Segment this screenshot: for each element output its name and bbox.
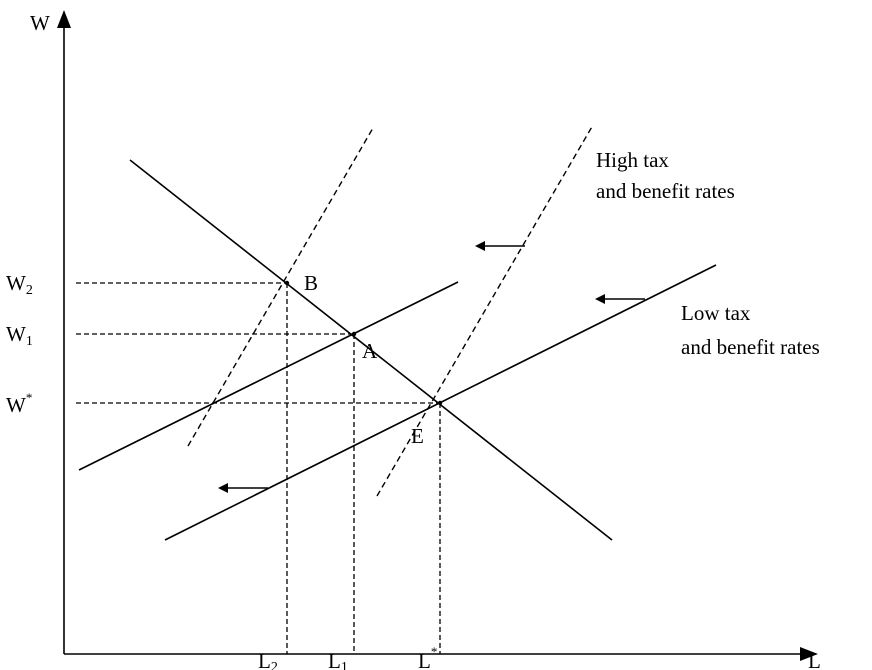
point-label-b: B (304, 271, 318, 295)
employment-label-l1: L1 (328, 649, 348, 670)
wage-label-w1: W1 (6, 322, 33, 349)
wage-label-w2: W2 (6, 271, 33, 298)
low-tax-label-line2: and benefit rates (681, 335, 820, 359)
x-axis-arrowhead (800, 647, 818, 661)
high-tax-label-line2: and benefit rates (596, 179, 735, 203)
high-tax-label-line1: High tax (596, 148, 669, 172)
point-b-dot (284, 280, 290, 286)
point-label-a: A (362, 339, 378, 363)
x-axis-label: L (808, 649, 821, 670)
point-a-dot (351, 331, 357, 337)
y-axis-arrowhead (57, 10, 71, 28)
wage-label-wstar: W* (6, 390, 32, 417)
low-tax-label-line1: Low tax (681, 301, 751, 325)
point-label-e: E (411, 424, 424, 448)
labour-demand-curve (129, 159, 613, 541)
employment-label-lstar: L* (418, 644, 437, 670)
y-axis-label: W (30, 11, 50, 35)
labour-supply-curve-low (376, 124, 594, 497)
employment-label-l2: L2 (258, 649, 278, 670)
wage-setting-curve-high (78, 281, 459, 471)
point-e-dot (437, 400, 443, 406)
labour-supply-curve-high (187, 127, 374, 447)
